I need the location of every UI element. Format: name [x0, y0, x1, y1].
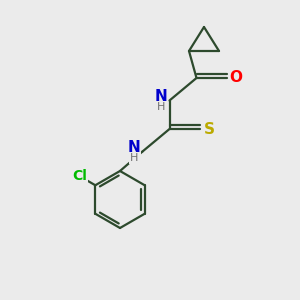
Text: S: S [204, 122, 214, 136]
Text: O: O [230, 70, 243, 86]
Text: H: H [130, 153, 138, 163]
Text: Cl: Cl [72, 169, 87, 182]
Text: H: H [157, 102, 165, 112]
Text: N: N [155, 89, 167, 104]
Text: N: N [128, 140, 140, 155]
